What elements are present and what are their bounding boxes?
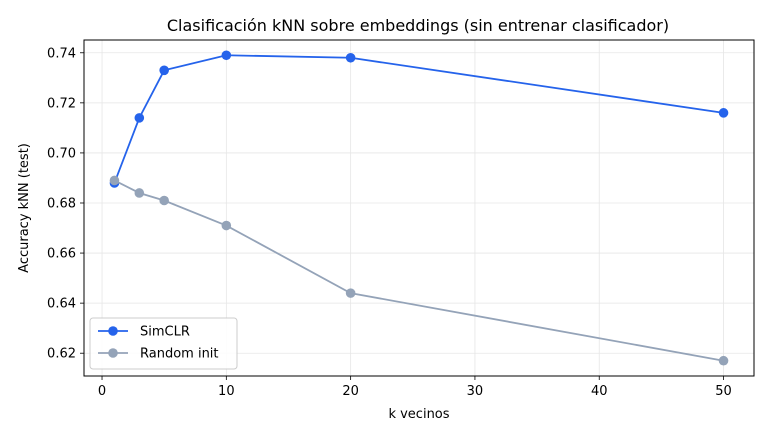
y-tick-label: 0.74 <box>47 46 76 61</box>
x-tick-label: 40 <box>591 384 608 399</box>
plot-area-frame <box>83 39 755 377</box>
series-point-0 <box>221 50 232 61</box>
series-point-1 <box>134 188 145 198</box>
axis-ticks: 0 10 20 30 40 50 0.62 0.64 0.66 0.68 0.70 0.72 0.74 <box>47 46 732 399</box>
x-tick-label: 0 <box>98 384 106 399</box>
series-point-0 <box>345 52 356 63</box>
legend-marker-0 <box>108 326 118 336</box>
series-point-1 <box>345 288 356 298</box>
legend-label-0: SimCLR <box>140 325 190 340</box>
series-point-0 <box>159 65 169 76</box>
x-tick-label: 50 <box>715 384 732 399</box>
x-tick-label: 30 <box>467 384 484 399</box>
series-group <box>109 50 729 366</box>
legend-label-1: Random init <box>140 347 219 362</box>
legend-marker-1 <box>108 348 118 358</box>
y-tick-label: 0.70 <box>47 146 76 161</box>
y-axis-label: Accuracy kNN (test) <box>17 143 32 273</box>
y-tick-label: 0.72 <box>47 96 76 111</box>
series-point-1 <box>718 355 729 366</box>
legend: SimCLR Random init <box>89 317 238 370</box>
x-tick-label: 20 <box>342 384 359 399</box>
y-tick-label: 0.64 <box>47 297 76 312</box>
y-tick-label: 0.62 <box>47 347 76 362</box>
series-point-1 <box>159 195 169 206</box>
x-tick-label: 10 <box>218 384 235 399</box>
x-axis-label: k vecinos <box>388 407 449 422</box>
y-tick-label: 0.66 <box>47 247 76 262</box>
series-point-1 <box>109 175 120 186</box>
chart-title: Clasificación kNN sobre embeddings (sin … <box>167 16 669 35</box>
series-point-0 <box>134 113 145 123</box>
series-line-0 <box>113 54 724 184</box>
grid-lines <box>84 40 754 376</box>
series-point-0 <box>718 108 729 118</box>
y-tick-label: 0.68 <box>47 196 76 211</box>
series-point-1 <box>221 220 232 231</box>
